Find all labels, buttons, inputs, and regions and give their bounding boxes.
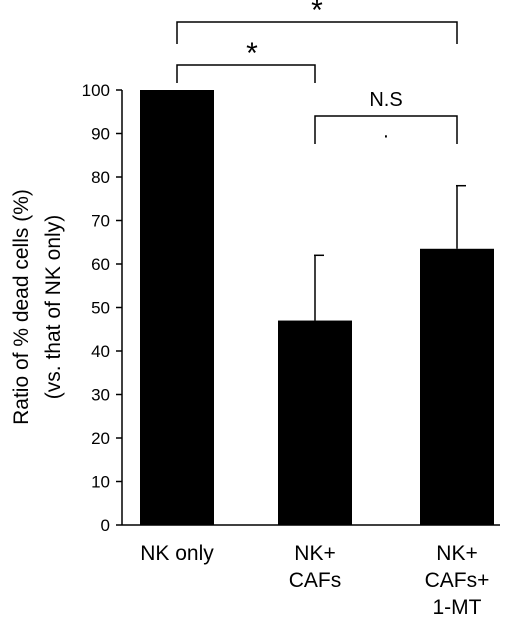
significance-bracket — [176, 64, 316, 83]
bar — [278, 320, 352, 525]
x-category-label: 1-MT — [433, 596, 482, 619]
y-tick-label: 30 — [91, 386, 110, 405]
significance-bracket — [314, 115, 458, 144]
y-axis-label: (vs. that of NK only) — [42, 215, 65, 399]
x-category-label: NK+ — [436, 542, 477, 565]
y-tick-label: 50 — [91, 299, 110, 318]
y-tick-label: 60 — [91, 255, 110, 274]
x-category-label: CAFs+ — [425, 569, 490, 592]
significance-bracket — [176, 21, 458, 44]
y-tick-label: 80 — [91, 168, 110, 187]
y-tick-label: 20 — [91, 429, 110, 448]
significance-label: * — [246, 37, 258, 70]
bar — [420, 248, 494, 525]
x-category-label: NK+ — [294, 542, 335, 565]
y-tick-label: 70 — [91, 212, 110, 231]
y-tick-label: 100 — [82, 81, 110, 100]
y-axis-label: Ratio of % dead cells (%) — [10, 189, 33, 425]
y-tick-label: 0 — [101, 516, 110, 535]
x-category-label: NK only — [140, 542, 214, 565]
bar — [140, 90, 214, 525]
significance-dot: · — [383, 125, 390, 147]
significance-label: N.S — [369, 89, 402, 111]
x-category-label: CAFs — [289, 569, 342, 592]
y-tick-label: 40 — [91, 342, 110, 361]
y-tick-label: 10 — [91, 473, 110, 492]
y-tick-label: 90 — [91, 125, 110, 144]
significance-label: * — [311, 0, 323, 27]
